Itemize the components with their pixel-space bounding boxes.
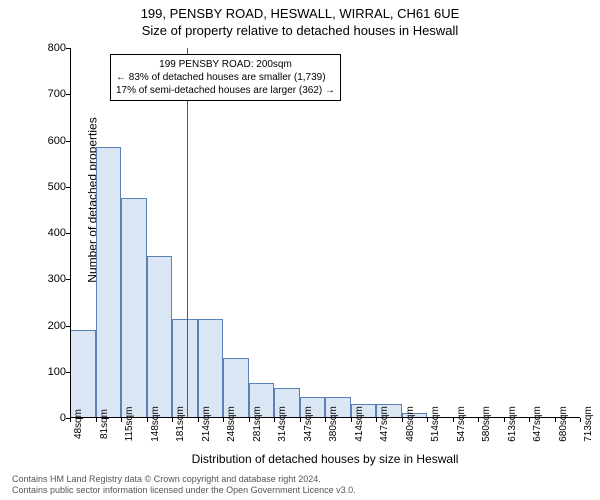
x-tick-mark (249, 418, 250, 422)
x-axis-label: Distribution of detached houses by size … (70, 452, 580, 466)
x-tick-label: 480sqm (405, 406, 416, 442)
x-tick-mark (427, 418, 428, 422)
x-tick-mark (172, 418, 173, 422)
x-tick-label: 81sqm (99, 409, 110, 439)
y-tick-mark (66, 187, 70, 188)
y-tick-mark (66, 94, 70, 95)
y-tick-label: 500 (36, 181, 66, 193)
y-tick-label: 300 (36, 273, 66, 285)
x-tick-mark (504, 418, 505, 422)
chart-address-title: 199, PENSBY ROAD, HESWALL, WIRRAL, CH61 … (0, 0, 600, 21)
footer-line-1: Contains HM Land Registry data © Crown c… (12, 474, 356, 485)
x-tick-label: 181sqm (175, 406, 186, 442)
plot-area: 199 PENSBY ROAD: 200sqm← 83% of detached… (70, 48, 580, 418)
x-tick-mark (325, 418, 326, 422)
x-tick-mark (121, 418, 122, 422)
x-tick-label: 380sqm (328, 406, 339, 442)
x-tick-label: 115sqm (124, 407, 135, 442)
footer-line-2: Contains public sector information licen… (12, 485, 356, 496)
x-tick-mark (96, 418, 97, 422)
y-tick-mark (66, 48, 70, 49)
x-tick-mark (402, 418, 403, 422)
x-tick-label: 613sqm (507, 406, 518, 442)
x-tick-mark (478, 418, 479, 422)
x-tick-mark (453, 418, 454, 422)
x-tick-label: 281sqm (252, 406, 263, 442)
y-tick-mark (66, 279, 70, 280)
x-tick-mark (274, 418, 275, 422)
x-tick-mark (580, 418, 581, 422)
x-tick-mark (198, 418, 199, 422)
x-tick-mark (529, 418, 530, 422)
x-tick-label: 414sqm (354, 406, 365, 442)
x-tick-label: 447sqm (379, 406, 390, 442)
chart-subtitle: Size of property relative to detached ho… (0, 21, 600, 38)
y-tick-label: 800 (36, 42, 66, 54)
x-tick-label: 48sqm (73, 409, 84, 439)
y-tick-label: 0 (36, 412, 66, 424)
y-tick-label: 200 (36, 320, 66, 332)
chart-axes-frame (70, 48, 580, 418)
x-tick-mark (555, 418, 556, 422)
y-tick-mark (66, 372, 70, 373)
x-tick-label: 214sqm (201, 406, 212, 442)
x-tick-mark (351, 418, 352, 422)
x-tick-label: 148sqm (150, 406, 161, 442)
x-tick-label: 314sqm (277, 406, 288, 442)
x-tick-mark (147, 418, 148, 422)
y-tick-mark (66, 233, 70, 234)
y-tick-label: 400 (36, 227, 66, 239)
x-tick-label: 547sqm (456, 406, 467, 442)
y-tick-label: 700 (36, 88, 66, 100)
x-tick-label: 647sqm (532, 406, 543, 442)
x-tick-mark (70, 418, 71, 422)
footer-attribution: Contains HM Land Registry data © Crown c… (12, 474, 356, 496)
x-tick-mark (223, 418, 224, 422)
y-tick-mark (66, 326, 70, 327)
x-tick-label: 248sqm (226, 406, 237, 442)
x-tick-label: 680sqm (558, 406, 569, 442)
x-tick-mark (376, 418, 377, 422)
y-tick-label: 600 (36, 135, 66, 147)
x-tick-mark (300, 418, 301, 422)
x-tick-label: 514sqm (430, 406, 441, 442)
y-tick-label: 100 (36, 366, 66, 378)
x-tick-label: 713sqm (583, 406, 594, 442)
x-tick-label: 580sqm (481, 406, 492, 442)
x-tick-label: 347sqm (303, 406, 314, 442)
y-tick-mark (66, 141, 70, 142)
